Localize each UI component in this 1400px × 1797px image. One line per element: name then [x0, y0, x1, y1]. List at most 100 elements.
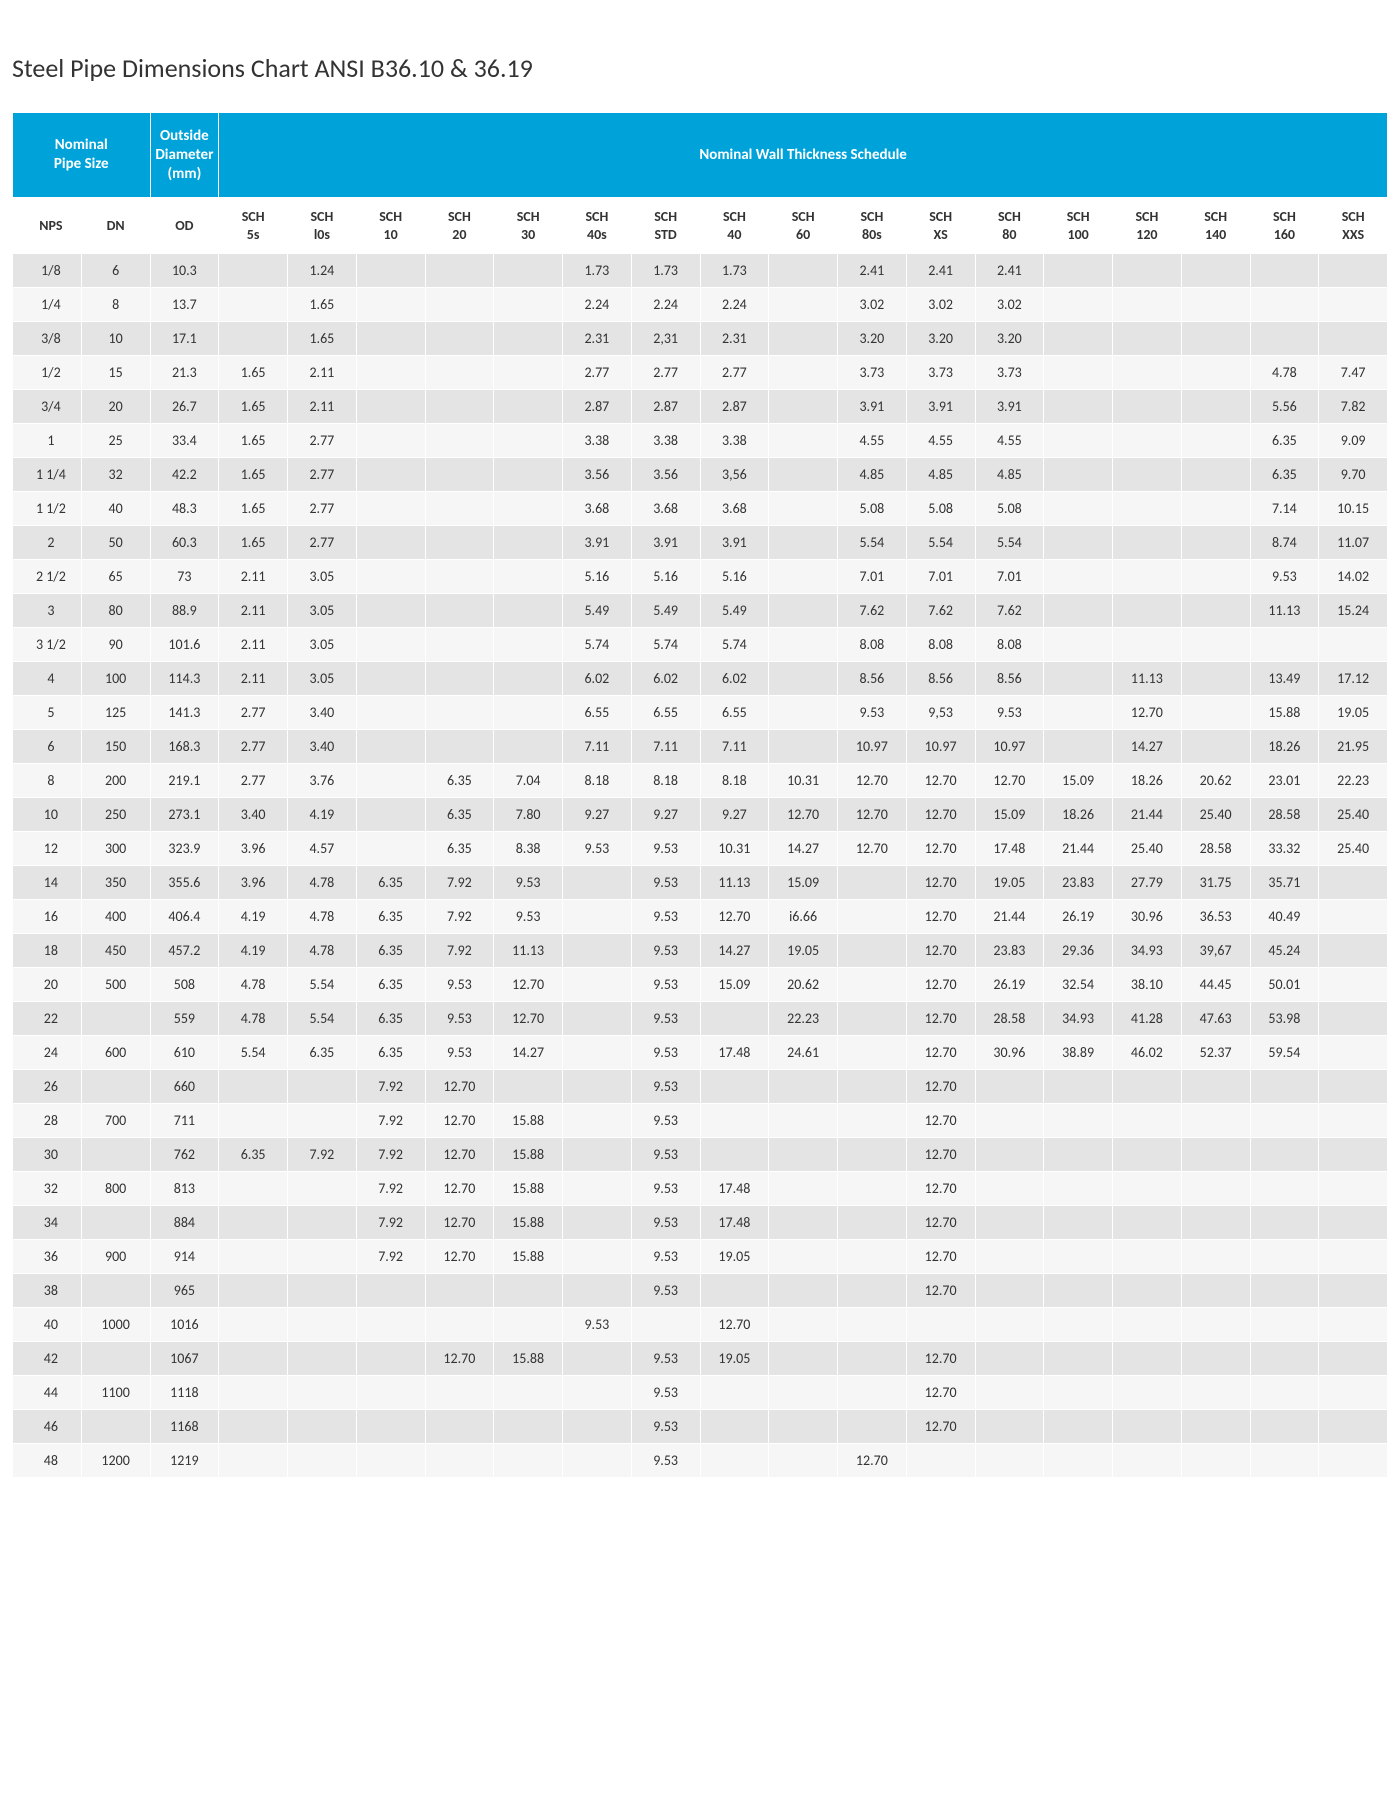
cell-s100	[1044, 526, 1113, 560]
cell-s160: 13.49	[1250, 662, 1319, 696]
cell-s10s: 2.77	[288, 424, 357, 458]
cell-sstd: 3.91	[631, 526, 700, 560]
cell-sxxs: 7.47	[1319, 356, 1388, 390]
cell-sxs: 12.70	[906, 1070, 975, 1104]
cell-s40: 2.87	[700, 390, 769, 424]
cell-s40: 9.27	[700, 798, 769, 832]
cell-s80: 5.54	[975, 526, 1044, 560]
cell-s100: 38.89	[1044, 1036, 1113, 1070]
cell-sxs: 12.70	[906, 934, 975, 968]
cell-s40s	[563, 900, 632, 934]
cell-s40	[700, 1002, 769, 1036]
cell-s20	[425, 1274, 494, 1308]
cell-s20	[425, 424, 494, 458]
cell-nps: 44	[13, 1376, 82, 1410]
cell-s140	[1181, 390, 1250, 424]
cell-s40	[700, 1104, 769, 1138]
cell-sxs: 12.70	[906, 866, 975, 900]
cell-s100	[1044, 1444, 1113, 1478]
cell-s80: 15.09	[975, 798, 1044, 832]
cell-s60	[769, 1206, 838, 1240]
cell-s40s: 3.68	[563, 492, 632, 526]
cell-od: 26.7	[150, 390, 219, 424]
cell-s80: 3.20	[975, 322, 1044, 356]
cell-s160: 50.01	[1250, 968, 1319, 1002]
cell-od: 114.3	[150, 662, 219, 696]
cell-s80s: 12.70	[838, 1444, 907, 1478]
cell-s60	[769, 628, 838, 662]
table-row: 18450457.24.194.786.357.9211.139.5314.27…	[13, 934, 1388, 968]
cell-s40s: 8.18	[563, 764, 632, 798]
cell-s160: 40.49	[1250, 900, 1319, 934]
cell-dn	[81, 1342, 150, 1376]
cell-s30	[494, 526, 563, 560]
cell-sstd: 5.49	[631, 594, 700, 628]
cell-sxs: 3.20	[906, 322, 975, 356]
cell-nps: 36	[13, 1240, 82, 1274]
cell-s20	[425, 526, 494, 560]
cell-s160: 8.74	[1250, 526, 1319, 560]
cell-s80: 3.73	[975, 356, 1044, 390]
cell-s120	[1113, 356, 1182, 390]
cell-s100: 29.36	[1044, 934, 1113, 968]
cell-s60	[769, 1444, 838, 1478]
cell-s60	[769, 356, 838, 390]
cell-s20: 12.70	[425, 1342, 494, 1376]
cell-dn: 50	[81, 526, 150, 560]
column-header-s40s: SCH40s	[563, 198, 632, 254]
cell-s40s	[563, 1036, 632, 1070]
cell-s80s	[838, 1104, 907, 1138]
cell-sxs: 12.70	[906, 798, 975, 832]
cell-sxxs	[1319, 866, 1388, 900]
cell-s40: 8.18	[700, 764, 769, 798]
cell-s10s: 4.78	[288, 900, 357, 934]
cell-od: 323.9	[150, 832, 219, 866]
cell-s10s: 4.19	[288, 798, 357, 832]
cell-s160	[1250, 1104, 1319, 1138]
cell-s10s: 4.57	[288, 832, 357, 866]
cell-s60	[769, 1376, 838, 1410]
cell-s100	[1044, 1104, 1113, 1138]
cell-sstd: 5.74	[631, 628, 700, 662]
table-row: 3/81017.11.652.312,312.313.203.203.20	[13, 322, 1388, 356]
cell-s30	[494, 1070, 563, 1104]
cell-s40s: 6.02	[563, 662, 632, 696]
cell-s20	[425, 696, 494, 730]
cell-s10: 7.92	[356, 1172, 425, 1206]
cell-s120	[1113, 458, 1182, 492]
cell-dn: 250	[81, 798, 150, 832]
cell-sxs: 12.70	[906, 1376, 975, 1410]
cell-s40: 15.09	[700, 968, 769, 1002]
cell-s100: 23.83	[1044, 866, 1113, 900]
cell-s160	[1250, 288, 1319, 322]
cell-s60: 12.70	[769, 798, 838, 832]
cell-od: 406.4	[150, 900, 219, 934]
cell-dn: 1100	[81, 1376, 150, 1410]
header-group-row: NominalPipe SizeOutsideDiameter(mm)Nomin…	[13, 113, 1388, 198]
cell-nps: 24	[13, 1036, 82, 1070]
cell-s10	[356, 458, 425, 492]
table-row: 307626.357.927.9212.7015.889.5312.70	[13, 1138, 1388, 1172]
table-row: 1/21521.31.652.112.772.772.773.733.733.7…	[13, 356, 1388, 390]
table-row: 10250273.13.404.196.357.809.279.279.2712…	[13, 798, 1388, 832]
cell-od: 1118	[150, 1376, 219, 1410]
cell-s60: 24.61	[769, 1036, 838, 1070]
cell-s40s	[563, 1070, 632, 1104]
column-group-header: NominalPipe Size	[13, 113, 151, 198]
cell-s20: 7.92	[425, 900, 494, 934]
cell-s20: 6.35	[425, 764, 494, 798]
column-header-s80: SCH80	[975, 198, 1044, 254]
cell-s30: 9.53	[494, 866, 563, 900]
cell-s160: 11.13	[1250, 594, 1319, 628]
cell-s140	[1181, 1410, 1250, 1444]
cell-s20	[425, 1308, 494, 1342]
table-row: 6150168.32.773.407.117.117.1110.9710.971…	[13, 730, 1388, 764]
cell-sxxs	[1319, 288, 1388, 322]
cell-s140	[1181, 322, 1250, 356]
cell-s120	[1113, 254, 1182, 288]
cell-s140: 25.40	[1181, 798, 1250, 832]
cell-s40: 3,56	[700, 458, 769, 492]
cell-s120	[1113, 1240, 1182, 1274]
cell-nps: 32	[13, 1172, 82, 1206]
cell-sxs: 4.55	[906, 424, 975, 458]
